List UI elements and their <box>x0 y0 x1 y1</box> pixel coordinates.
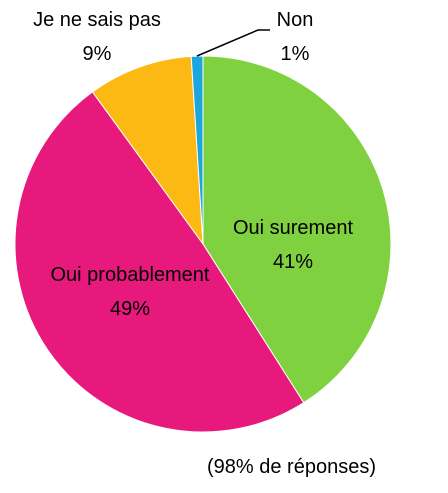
slice-label: Non 1% <box>255 3 335 71</box>
value-label: 41% <box>272 251 314 273</box>
slice <box>14 91 305 433</box>
category-label: Non <box>276 9 314 31</box>
category-label: Oui surement <box>232 217 354 239</box>
slice <box>202 55 392 404</box>
slice <box>91 55 204 246</box>
slice-label: Oui surement 41% <box>193 211 393 279</box>
note: (98% de réponses) <box>207 456 376 478</box>
value-label: 49% <box>109 298 151 320</box>
category-label: Je ne sais pas <box>33 9 161 31</box>
category-label: Oui probablement <box>50 264 210 286</box>
slice-label: Oui probablement 49% <box>45 258 215 326</box>
value-label: 1% <box>280 43 310 65</box>
slice-label: Je ne sais pas 9% <box>0 3 197 71</box>
leader-line <box>196 29 270 57</box>
value-label: 9% <box>82 43 112 65</box>
